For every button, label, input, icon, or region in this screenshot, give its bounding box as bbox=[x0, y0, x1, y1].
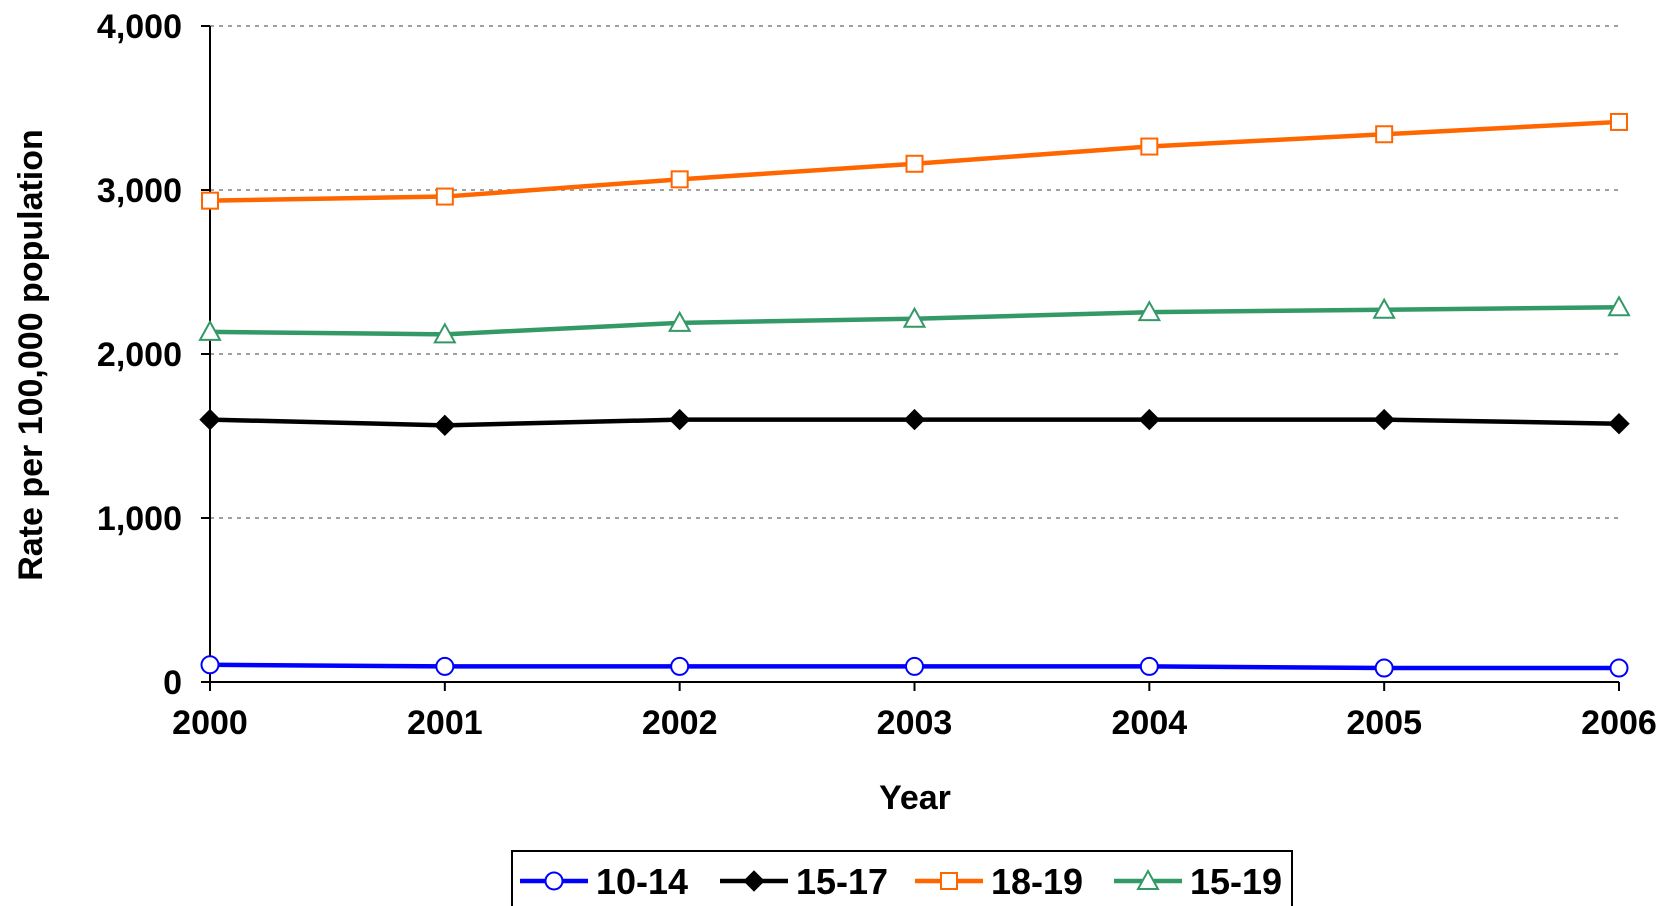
x-tick-label: 2005 bbox=[1346, 704, 1422, 742]
legend-label: 15-19 bbox=[1190, 861, 1282, 902]
x-tick-label: 2003 bbox=[877, 704, 953, 742]
x-tick-label: 2006 bbox=[1581, 704, 1657, 742]
y-axis-title: Rate per 100,000 population bbox=[12, 129, 50, 581]
legend-label: 15-17 bbox=[796, 861, 888, 902]
x-tick-labels: 2000 2001 2002 2003 2004 2005 2006 bbox=[172, 704, 1657, 742]
data-point bbox=[1138, 408, 1161, 431]
series-15-17 bbox=[199, 408, 1630, 437]
series-10-14 bbox=[200, 655, 1629, 678]
series-15-19 bbox=[198, 295, 1631, 344]
legend-item-15-17: 15-17 bbox=[720, 861, 888, 902]
series-lines bbox=[198, 112, 1631, 678]
data-point bbox=[905, 154, 924, 173]
data-point bbox=[903, 408, 926, 431]
data-point bbox=[905, 656, 924, 676]
y-tick-label: 1,000 bbox=[97, 500, 182, 538]
legend-item-10-14: 10-14 bbox=[520, 861, 688, 902]
data-point bbox=[435, 187, 454, 206]
data-point bbox=[199, 408, 221, 431]
legend-box bbox=[511, 850, 1293, 906]
data-point bbox=[668, 408, 691, 431]
x-tick-label: 2000 bbox=[172, 704, 248, 742]
x-tick-label: 2002 bbox=[642, 704, 718, 742]
data-point bbox=[1137, 300, 1162, 322]
data-point bbox=[670, 656, 690, 676]
data-point bbox=[743, 870, 765, 892]
data-point bbox=[1608, 412, 1630, 435]
legend: 10-14 15-17 18-19 15-19 bbox=[511, 850, 1293, 906]
y-tick-label: 3,000 bbox=[97, 172, 182, 210]
data-point bbox=[544, 871, 564, 891]
data-point bbox=[902, 306, 927, 328]
data-point bbox=[940, 872, 958, 890]
data-point bbox=[1372, 297, 1396, 319]
legend-item-15-19: 15-19 bbox=[1114, 861, 1282, 902]
y-tick-label: 2,000 bbox=[97, 336, 182, 374]
data-point bbox=[1607, 295, 1631, 317]
data-point bbox=[1374, 658, 1394, 678]
series-18-19 bbox=[201, 112, 1628, 210]
y-tick-labels: 0 1,000 2,000 3,000 4,000 bbox=[97, 8, 182, 702]
data-point bbox=[1609, 658, 1629, 678]
gridlines bbox=[210, 25, 1619, 519]
data-point bbox=[434, 414, 456, 437]
data-point bbox=[433, 322, 457, 344]
data-point bbox=[670, 170, 689, 189]
legend-item-18-19: 18-19 bbox=[915, 861, 1083, 902]
x-tick-label: 2004 bbox=[1112, 704, 1188, 742]
data-point bbox=[667, 310, 692, 332]
data-point bbox=[435, 656, 455, 676]
data-point bbox=[1373, 408, 1395, 431]
data-point bbox=[200, 655, 220, 675]
data-point bbox=[1610, 112, 1628, 131]
axes bbox=[201, 25, 1620, 691]
x-tick-label: 2001 bbox=[407, 704, 483, 742]
y-tick-label: 4,000 bbox=[97, 8, 182, 46]
legend-label: 18-19 bbox=[991, 861, 1083, 902]
x-axis-title: Year bbox=[879, 779, 951, 817]
data-point bbox=[1140, 137, 1159, 156]
data-point bbox=[198, 319, 222, 341]
data-point bbox=[201, 191, 219, 210]
data-point bbox=[1136, 868, 1160, 890]
data-point bbox=[1375, 125, 1394, 144]
data-point bbox=[1139, 656, 1159, 676]
legend-label: 10-14 bbox=[596, 861, 688, 902]
y-tick-label: 0 bbox=[163, 664, 182, 702]
